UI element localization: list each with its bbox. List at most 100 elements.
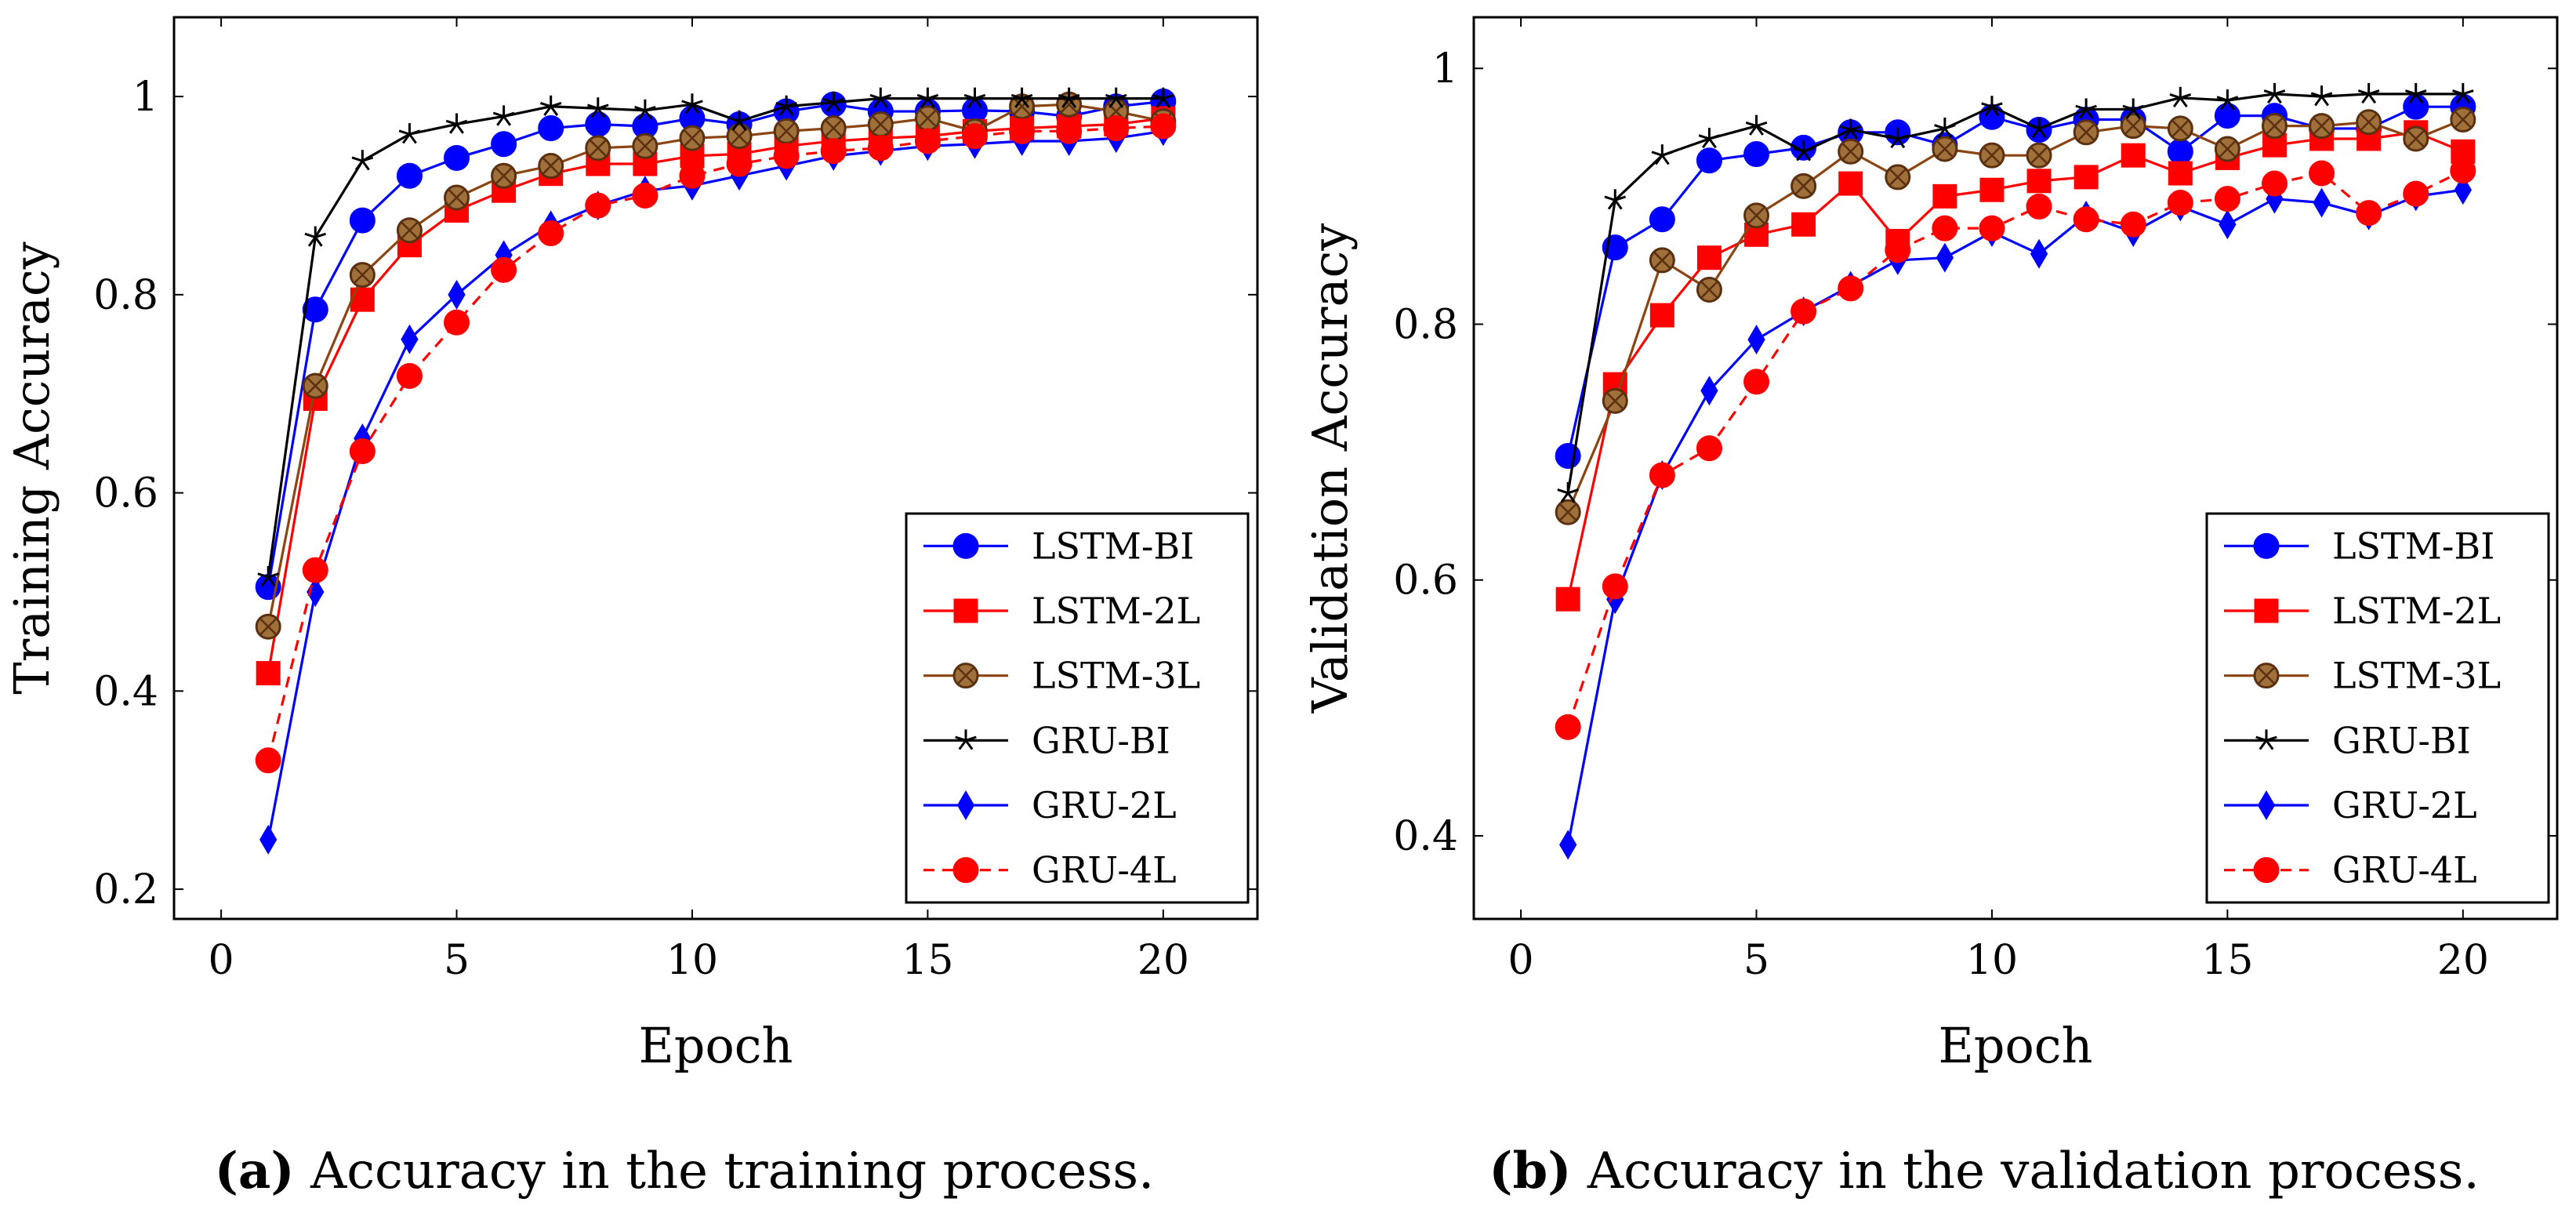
legend-marker-gru-bi — [955, 729, 977, 750]
data-point-lstm-3l — [2073, 119, 2099, 146]
y-tick-label: 1 — [1432, 45, 1458, 93]
data-point-gru-4l — [1056, 118, 1083, 144]
data-point-gru-2l — [1747, 325, 1765, 355]
data-point-lstm-2l — [1791, 212, 1816, 237]
y-axis-label: Validation Accuracy — [1301, 223, 1359, 714]
data-point-gru-4l — [1932, 215, 1958, 241]
figure-caption: (b) Accuracy in the validation process. — [1489, 1142, 2480, 1200]
legend-marker-gru-2l — [956, 790, 975, 820]
caption-text: Accuracy in the validation process. — [1572, 1142, 2480, 1200]
data-point-lstm-3l — [914, 105, 941, 132]
data-point-lstm-3l — [773, 118, 800, 144]
y-axis-label: Training Accuracy — [3, 241, 60, 694]
legend-entry-lstm-bi: LSTM-BI — [2224, 525, 2494, 567]
data-point-lstm-3l — [2214, 136, 2240, 162]
plot-frame — [172, 16, 1259, 921]
data-point-gru-4l — [1649, 462, 1675, 488]
data-point-gru-4l — [773, 143, 800, 169]
data-point-gru-bi — [398, 123, 421, 144]
data-point-lstm-3l — [867, 111, 894, 137]
data-point-gru-bi — [2404, 82, 2427, 104]
data-point-lstm-2l — [1649, 303, 1674, 328]
y-tick-label: 0.4 — [93, 668, 158, 715]
legend-label: GRU-4L — [1032, 849, 1177, 891]
legend-entry-gru-4l: GRU-4L — [923, 849, 1177, 891]
data-point-lstm-bi — [1649, 206, 1675, 233]
legend-label: GRU-BI — [2332, 719, 2471, 761]
data-point-lstm-bi — [585, 111, 611, 137]
data-point-gru-bi — [1058, 87, 1080, 108]
plot-frame — [1472, 16, 2559, 921]
legend-label: LSTM-BI — [2332, 525, 2494, 567]
data-point-lstm-3l — [585, 135, 611, 162]
data-point-lstm-3l — [1838, 138, 1864, 165]
data-point-gru-bi — [1010, 87, 1033, 108]
data-point-lstm-3l — [1602, 387, 1628, 414]
series-gru-4l — [255, 113, 1177, 774]
legend-entry-gru-bi: GRU-BI — [923, 719, 1170, 761]
data-point-lstm-bi — [2403, 93, 2429, 120]
legend-marker-lstm-bi — [2253, 532, 2280, 559]
legend: LSTM-BI LSTM-2L LSTM-3L GRU-BI GRU-2L GRU-4L — [905, 512, 1250, 904]
data-point-gru-bi — [2357, 82, 2380, 104]
y-tick-label: 0.8 — [93, 272, 158, 319]
legend-entry-lstm-3l: LSTM-3L — [2224, 655, 2501, 697]
data-point-gru-bi — [1745, 114, 1768, 136]
data-point-gru-bi — [1604, 189, 1627, 210]
legend-entry-lstm-2l: LSTM-2L — [2224, 590, 2501, 632]
data-point-gru-bi — [728, 110, 750, 131]
data-point-gru-bi — [2452, 82, 2474, 104]
data-point-gru-4l — [2073, 206, 2099, 233]
data-point-lstm-2l — [256, 661, 281, 686]
data-point-gru-4l — [2450, 158, 2476, 184]
series-gru-bi — [257, 87, 1174, 587]
x-tick-label: 20 — [2437, 937, 2489, 984]
data-point-gru-bi — [2263, 82, 2286, 104]
data-point-lstm-3l — [820, 115, 847, 142]
x-tick-label: 20 — [1137, 937, 1189, 984]
data-point-lstm-2l — [2451, 139, 2476, 164]
data-point-gru-4l — [1602, 573, 1628, 600]
data-point-gru-bi — [1105, 87, 1127, 108]
legend-marker-lstm-bi — [952, 532, 979, 559]
data-point-gru-4l — [1979, 215, 2005, 241]
data-point-gru-4l — [961, 123, 988, 150]
data-point-lstm-3l — [1696, 276, 1722, 303]
data-point-lstm-3l — [1885, 164, 1911, 191]
data-point-lstm-2l — [1979, 177, 2005, 202]
caption-text: Accuracy in the training process. — [295, 1142, 1155, 1200]
data-point-lstm-bi — [538, 115, 564, 142]
data-point-gru-2l — [2454, 175, 2472, 205]
x-tick-label: 15 — [902, 937, 953, 984]
data-point-lstm-2l — [2073, 165, 2099, 190]
data-point-gru-4l — [444, 309, 470, 336]
legend-marker-lstm-2l — [2254, 598, 2279, 623]
data-point-gru-bi — [539, 95, 562, 116]
data-point-gru-bi — [2310, 85, 2333, 107]
data-point-lstm-3l — [302, 372, 328, 399]
legend-label: LSTM-2L — [2332, 590, 2501, 632]
data-point-gru-2l — [1559, 830, 1577, 860]
legend-marker-lstm-3l — [952, 663, 979, 689]
data-point-gru-4l — [1150, 113, 1177, 140]
data-point-lstm-3l — [1979, 142, 2005, 169]
data-point-gru-4l — [2026, 193, 2052, 220]
data-point-lstm-3l — [1932, 136, 1958, 162]
data-point-gru-bi — [492, 105, 515, 126]
data-point-gru-4l — [1791, 298, 1817, 325]
legend-label: LSTM-3L — [1032, 655, 1200, 697]
data-point-gru-bi — [916, 87, 939, 108]
data-point-lstm-3l — [1555, 499, 1581, 525]
data-point-gru-4l — [2403, 180, 2429, 207]
data-point-gru-2l — [2219, 209, 2237, 240]
data-point-lstm-bi — [302, 296, 328, 323]
data-point-gru-4l — [538, 220, 564, 246]
data-point-gru-bi — [2169, 86, 2192, 107]
legend-entry-gru-2l: GRU-2L — [2224, 784, 2477, 826]
legend-marker-gru-4l — [2253, 857, 2280, 884]
y-tick-label: 0.2 — [93, 866, 158, 913]
data-point-gru-4l — [2167, 190, 2193, 216]
y-tick-label: 0.6 — [1393, 557, 1458, 605]
x-axis-label: Epoch — [639, 1017, 793, 1074]
x-tick-label: 0 — [1508, 937, 1534, 984]
